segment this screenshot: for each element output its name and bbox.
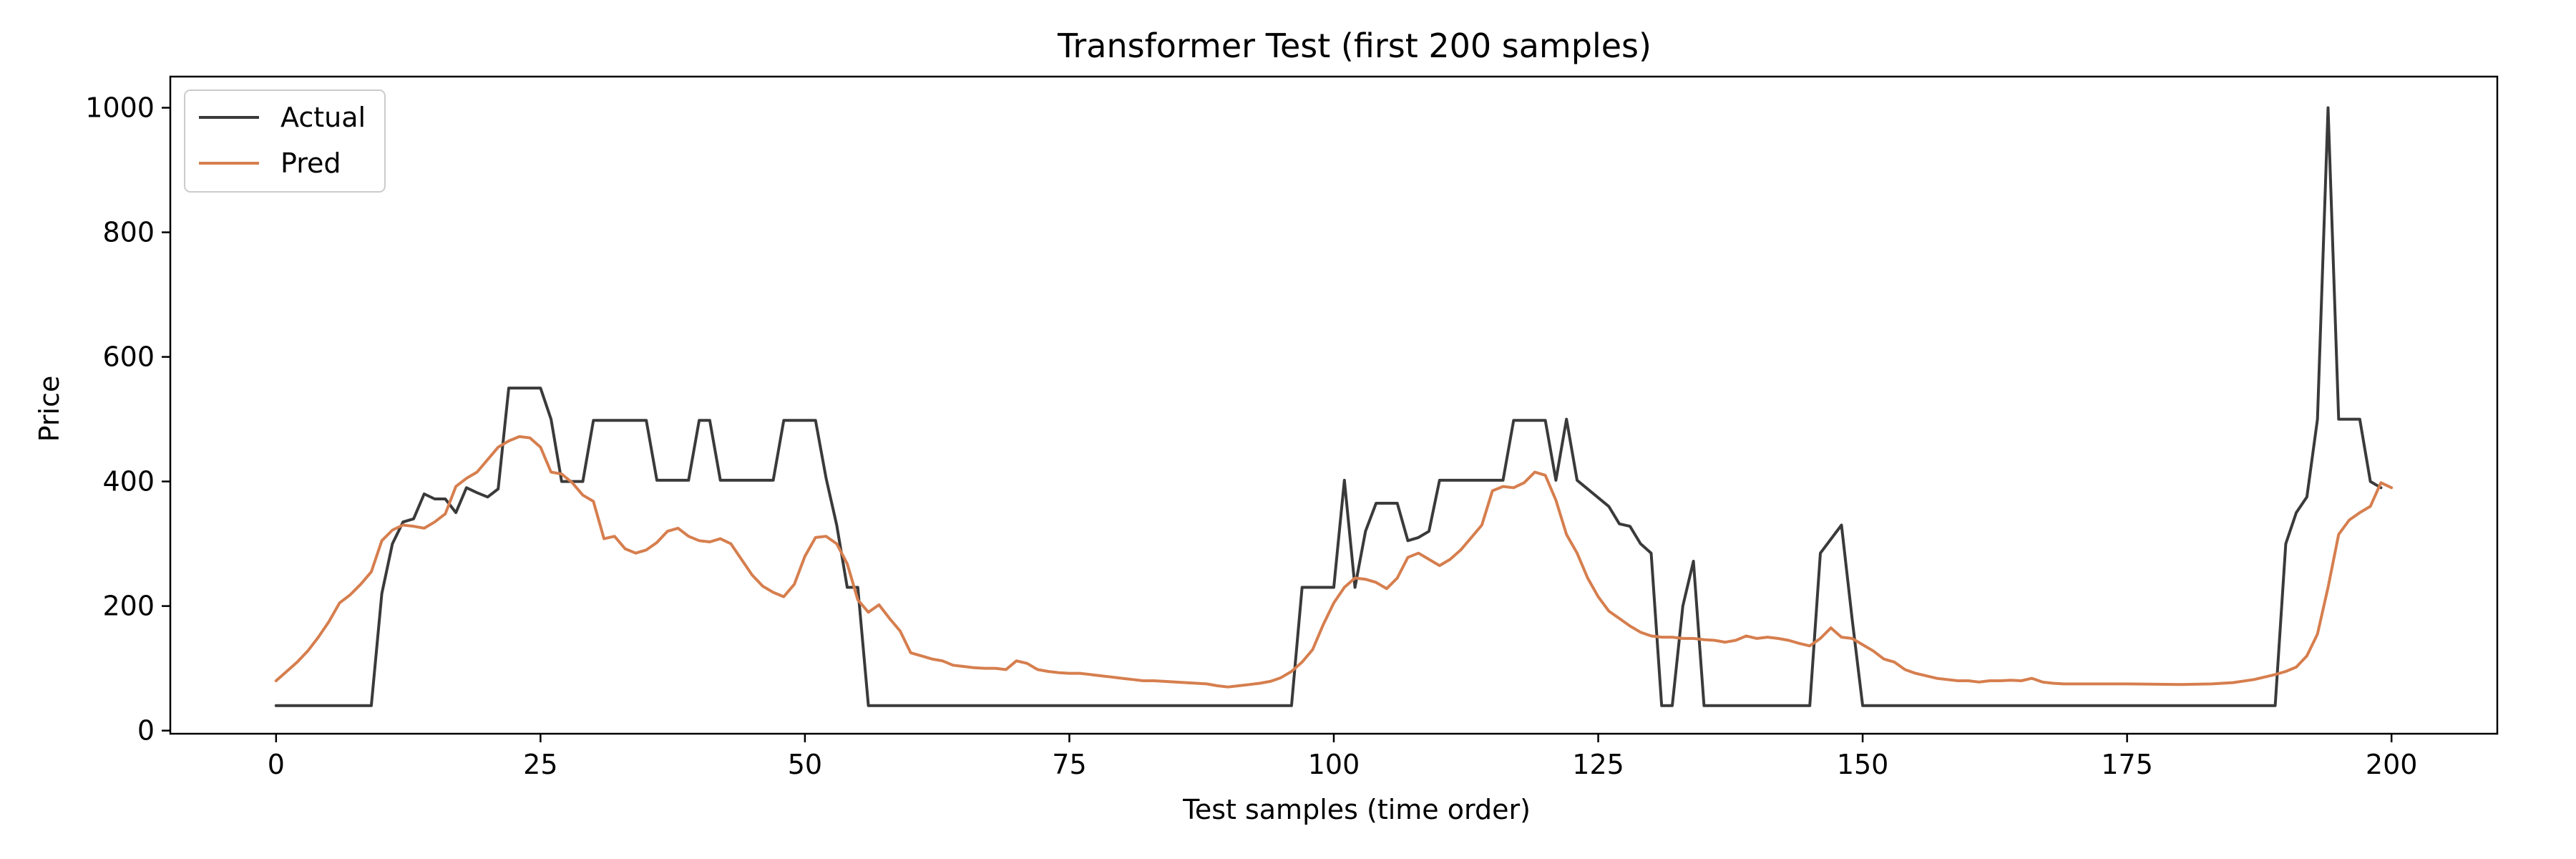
x-tick-label: 150: [1837, 749, 1889, 780]
x-tick-label: 50: [788, 749, 822, 780]
x-tick-label: 75: [1052, 749, 1086, 780]
y-tick-label: 400: [102, 466, 155, 498]
x-tick-label: 200: [2366, 749, 2418, 780]
y-tick-label: 200: [102, 591, 155, 622]
y-tick-label: 800: [102, 217, 155, 248]
y-axis-label: Price: [34, 376, 65, 442]
legend-label-actual: Actual: [280, 102, 366, 133]
x-axis: 0 25 50 75 100 125 150 175 200: [268, 734, 2418, 780]
x-axis-label: Test samples (time order): [1182, 794, 1531, 825]
x-tick-label: 25: [523, 749, 557, 780]
x-tick-label: 125: [1572, 749, 1624, 780]
chart-title: Transformer Test (first 200 samples): [1057, 26, 1652, 65]
x-tick-label: 0: [268, 749, 285, 780]
y-axis: 0 200 400 600 800 1000: [85, 92, 170, 747]
y-tick-label: 1000: [85, 92, 155, 124]
x-tick-label: 100: [1308, 749, 1360, 780]
legend-box: [184, 89, 386, 193]
legend-label-pred: Pred: [280, 147, 341, 179]
plot-area: [274, 106, 2394, 707]
legend: Actual Pred: [184, 89, 386, 193]
x-tick-label: 175: [2101, 749, 2153, 780]
series-line-pred: [274, 435, 2394, 689]
y-tick-label: 600: [102, 341, 155, 373]
series-line-actual: [274, 106, 2383, 707]
y-tick-label: 0: [137, 715, 155, 747]
